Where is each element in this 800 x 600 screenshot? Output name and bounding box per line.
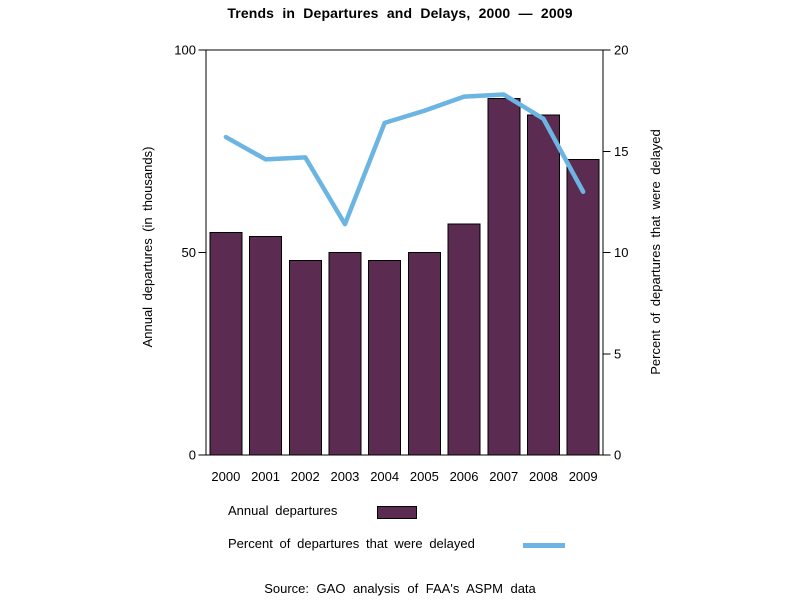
chart-title: Trends in Departures and Delays, 2000 — …: [227, 5, 573, 21]
legend-label-percent-delayed: Percent of departures that were delayed: [228, 536, 475, 551]
right-axis-tick-label: 15: [614, 144, 628, 159]
left-axis-tick-label: 0: [189, 448, 196, 463]
bar-2003: [328, 252, 362, 456]
delay-line: [223, 92, 586, 227]
legend-label-annual-departures: Annual departures: [228, 503, 338, 518]
bar-2004: [368, 260, 402, 456]
bar-2000: [209, 231, 243, 456]
bar-2005: [407, 252, 441, 456]
bar-2007: [487, 98, 521, 456]
legend-swatch-line: [523, 543, 565, 548]
bar-2008: [526, 114, 560, 456]
source-note: Source: GAO analysis of FAA's ASPM data: [264, 581, 536, 596]
x-axis-tick-label: 2007: [489, 469, 518, 484]
bar-2001: [249, 235, 283, 456]
bar-2006: [447, 223, 481, 456]
x-axis-tick-label: 2009: [569, 469, 598, 484]
x-axis-tick-label: 2000: [211, 469, 240, 484]
bar-2002: [288, 260, 322, 456]
x-axis-tick-label: 2002: [291, 469, 320, 484]
right-axis-tick-label: 5: [614, 346, 621, 361]
left-axis-title: Annual departures (in thousands): [140, 147, 155, 348]
bar-2009: [566, 158, 600, 456]
x-axis-tick-label: 2005: [410, 469, 439, 484]
legend-swatch-bar: [377, 506, 417, 519]
x-axis-tick-label: 2008: [529, 469, 558, 484]
x-axis-tick-label: 2004: [370, 469, 399, 484]
x-axis-tick-label: 2006: [450, 469, 479, 484]
right-axis-tick-label: 20: [614, 43, 628, 58]
right-axis-tick-label: 10: [614, 245, 628, 260]
x-axis-tick-label: 2001: [251, 469, 280, 484]
left-axis-tick-label: 100: [174, 43, 196, 58]
right-axis-tick-label: 0: [614, 448, 621, 463]
left-axis-tick-label: 50: [182, 245, 196, 260]
x-axis-tick-label: 2003: [330, 469, 359, 484]
right-axis-title: Percent of departures that were delayed: [648, 129, 663, 375]
